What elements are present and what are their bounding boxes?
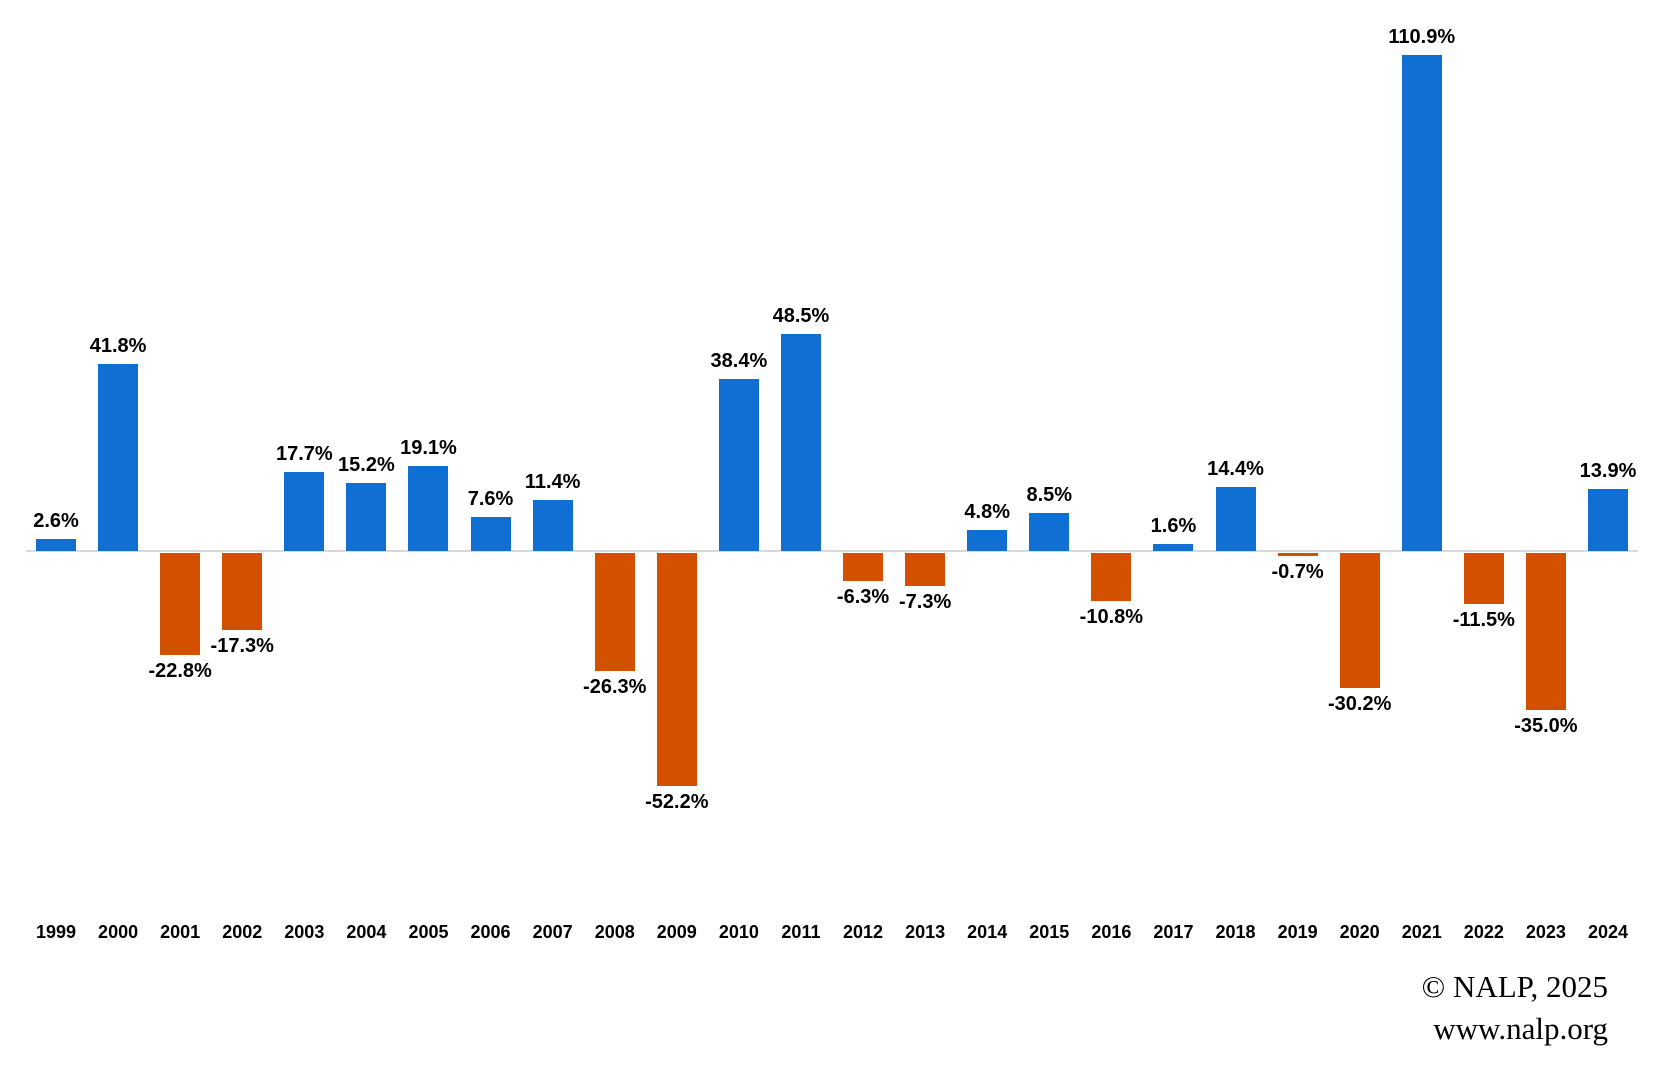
bar-2012 xyxy=(843,553,884,582)
bar-1999 xyxy=(36,539,76,551)
x-axis-label-2013: 2013 xyxy=(905,922,946,942)
x-axis-label-2004: 2004 xyxy=(346,922,387,942)
bar-2018 xyxy=(1215,486,1256,551)
bar-value-label-2021: 110.9% xyxy=(1388,25,1456,48)
bar-2021 xyxy=(1401,54,1442,551)
x-axis-baseline xyxy=(26,550,1638,552)
bar-value-label-2018: 14.4% xyxy=(1207,457,1264,480)
bar-value-label-2014: 4.8% xyxy=(964,500,1010,523)
x-axis-label-2017: 2017 xyxy=(1153,922,1194,942)
bar-2014 xyxy=(967,529,1008,551)
bar-2007 xyxy=(532,500,573,551)
attribution: © NALP, 2025 www.nalp.org xyxy=(1422,966,1608,1050)
bar-2019 xyxy=(1277,553,1318,557)
x-axis-label-2024: 2024 xyxy=(1587,922,1629,942)
x-axis-label-1999: 1999 xyxy=(35,922,77,942)
bar-value-label-2015: 8.5% xyxy=(1026,483,1073,506)
bar-2020 xyxy=(1339,553,1380,689)
bar-value-label-2024: 13.9% xyxy=(1579,459,1637,482)
bar-2001 xyxy=(160,553,201,655)
x-axis-label-2007: 2007 xyxy=(532,922,573,942)
bar-2003 xyxy=(284,471,325,551)
x-axis-label-2016: 2016 xyxy=(1091,922,1132,942)
bar-2023 xyxy=(1525,553,1566,710)
x-axis-label-2018: 2018 xyxy=(1215,922,1256,942)
x-axis-label-2001: 2001 xyxy=(160,922,201,942)
bar-2006 xyxy=(470,517,511,551)
bar-2009 xyxy=(656,553,697,787)
x-axis-label-2000: 2000 xyxy=(98,922,139,942)
x-axis-label-2009: 2009 xyxy=(656,922,697,942)
bar-value-label-2003: 17.7% xyxy=(275,442,333,465)
x-axis-label-2020: 2020 xyxy=(1339,922,1380,942)
bar-value-label-2023: -35.0% xyxy=(1514,714,1578,737)
bar-value-label-2008: -26.3% xyxy=(583,675,647,698)
bar-value-label-2000: 41.8% xyxy=(89,335,147,358)
bar-value-label-2020: -30.2% xyxy=(1327,693,1392,716)
bar-value-label-2013: -7.3% xyxy=(898,590,952,613)
bar-2010 xyxy=(718,379,759,551)
bar-2017 xyxy=(1153,543,1194,551)
bar-value-label-2010: 38.4% xyxy=(710,350,768,373)
bar-value-label-2012: -6.3% xyxy=(836,586,890,609)
bar-2016 xyxy=(1091,553,1132,602)
bar-value-label-2009: -52.2% xyxy=(645,791,709,814)
x-axis-label-2019: 2019 xyxy=(1277,922,1318,942)
bar-2008 xyxy=(594,553,635,671)
bar-value-label-2004: 15.2% xyxy=(338,454,395,476)
bar-value-label-2019: -0.7% xyxy=(1271,561,1324,584)
x-axis-label-2022: 2022 xyxy=(1463,922,1504,942)
website-text: www.nalp.org xyxy=(1433,1011,1608,1046)
x-axis-label-2003: 2003 xyxy=(284,922,325,942)
bar-2000 xyxy=(98,364,139,551)
bar-value-label-2022: -11.5% xyxy=(1452,609,1515,632)
x-axis-label-2010: 2010 xyxy=(718,922,759,942)
bar-value-label-2006: 7.6% xyxy=(467,488,514,510)
bar-2022 xyxy=(1463,553,1504,605)
bar-2013 xyxy=(905,553,946,586)
bar-value-label-2016: -10.8% xyxy=(1079,606,1144,629)
x-axis-label-2006: 2006 xyxy=(470,922,511,942)
x-axis-label-2008: 2008 xyxy=(594,922,635,942)
bar-2024 xyxy=(1588,488,1628,551)
bar-2002 xyxy=(222,553,263,631)
bar-value-label-2005: 19.1% xyxy=(400,436,457,459)
x-axis-label-2012: 2012 xyxy=(843,922,884,942)
x-axis-label-2011: 2011 xyxy=(781,922,821,942)
bar-2004 xyxy=(346,483,387,551)
x-axis-label-2021: 2021 xyxy=(1401,922,1442,942)
bar-value-label-2011: 48.5% xyxy=(772,305,830,328)
bar-2011 xyxy=(780,334,821,551)
bar-value-label-2007: 11.4% xyxy=(524,471,581,493)
x-axis-label-2015: 2015 xyxy=(1029,922,1070,942)
bar-2005 xyxy=(408,465,449,551)
x-axis-label-2002: 2002 xyxy=(222,922,263,942)
x-axis-label-2005: 2005 xyxy=(408,922,449,942)
x-axis-label-2014: 2014 xyxy=(967,922,1008,942)
copyright-text: © NALP, 2025 xyxy=(1421,969,1608,1004)
bar-value-label-2001: -22.8% xyxy=(148,659,212,682)
bar-value-label-2017: 1.6% xyxy=(1150,514,1197,537)
bar-2015 xyxy=(1029,512,1070,551)
bar-value-label-1999: 2.6% xyxy=(33,510,79,533)
bar-value-label-2002: -17.3% xyxy=(210,635,274,658)
x-axis-label-2023: 2023 xyxy=(1525,922,1566,942)
